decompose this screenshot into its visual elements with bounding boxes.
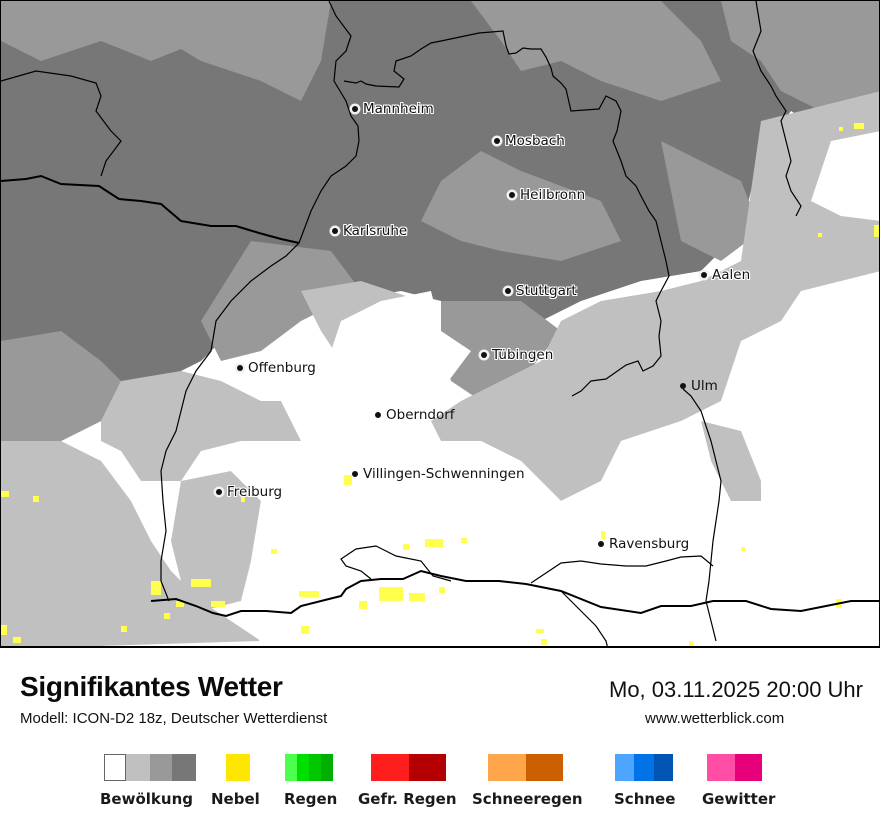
legend-swatch-gewitter — [707, 754, 762, 781]
city-mannheim: Mannheim — [352, 101, 434, 117]
city-ravensburg: Ravensburg — [598, 536, 689, 552]
city-freiburg: Freiburg — [216, 484, 282, 500]
cloud-layer-clear — [281, 131, 879, 461]
map-title: Signifikantes Wetter — [20, 671, 283, 702]
city-marker-icon — [481, 352, 487, 358]
city-mosbach: Mosbach — [494, 133, 565, 149]
city-karlsruhe: Karlsruhe — [332, 223, 407, 239]
legend-swatch-nebel — [226, 754, 250, 781]
legend-label-schneeregen: Schneeregen — [472, 790, 583, 808]
fog-patches — [1, 123, 879, 646]
city-offenburg: Offenburg — [237, 360, 316, 376]
city-stuttgart: Stuttgart — [505, 283, 577, 299]
map-layers — [1, 1, 879, 646]
legend-swatch-bewoelkung — [104, 754, 196, 781]
city-marker-icon — [494, 138, 500, 144]
city-marker-icon — [237, 365, 243, 371]
city-marker-icon — [680, 383, 686, 389]
city-oberndorf: Oberndorf — [375, 407, 455, 423]
legend-swatch-regen — [285, 754, 333, 781]
city-aalen: Aalen — [701, 267, 750, 283]
city-marker-icon — [701, 272, 707, 278]
legend-swatch-schneeregen — [488, 754, 563, 781]
legend-label-nebel: Nebel — [211, 790, 260, 808]
legend-label-regen: Regen — [284, 790, 338, 808]
legend-label-schnee: Schnee — [614, 790, 676, 808]
cloud-layer-clear-south — [231, 382, 879, 646]
city-label: Heilbronn — [520, 187, 586, 203]
border-lines — [1, 1, 879, 646]
city-marker-icon — [352, 106, 358, 112]
cloud-layer-light — [1, 91, 879, 646]
city-label: Mosbach — [505, 133, 565, 149]
city-label: Villingen-Schwenningen — [363, 466, 525, 482]
legend-swatch-schnee — [615, 754, 673, 781]
city-marker-icon — [509, 192, 515, 198]
city-ulm: Ulm — [680, 378, 718, 394]
weather-map: Mannheim Mosbach Heilbronn Karlsruhe Aal… — [0, 0, 880, 648]
legend-swatch-gefr-regen — [371, 754, 446, 781]
city-heilbronn: Heilbronn — [509, 187, 585, 203]
city-label: Offenburg — [248, 360, 316, 376]
city-villingen-schwenningen: Villingen-Schwenningen — [352, 466, 525, 482]
city-label: Stuttgart — [516, 283, 577, 299]
city-marker-icon — [375, 412, 381, 418]
city-marker-icon — [598, 541, 604, 547]
city-marker-icon — [505, 288, 511, 294]
city-label: Ravensburg — [609, 536, 690, 552]
website-link[interactable]: www.wetterblick.com — [645, 710, 785, 727]
legend-label-bewoelkung: Bewölkung — [100, 790, 193, 808]
city-label: Ulm — [691, 378, 718, 394]
legend-label-gefr-regen: Gefr. Regen — [358, 790, 457, 808]
city-tuebingen: Tübingen — [481, 347, 553, 363]
city-label: Tübingen — [492, 347, 554, 363]
legend-label-gewitter: Gewitter — [702, 790, 776, 808]
city-marker-icon — [216, 489, 222, 495]
city-label: Aalen — [712, 267, 751, 283]
city-marker-icon — [352, 471, 358, 477]
cloud-layer-medium — [1, 1, 879, 441]
city-marker-icon — [332, 228, 338, 234]
city-label: Karlsruhe — [343, 223, 408, 239]
city-label: Mannheim — [363, 101, 434, 117]
model-info: Modell: ICON-D2 18z, Deutscher Wetterdie… — [20, 710, 328, 727]
city-label: Freiburg — [227, 484, 283, 500]
forecast-datetime: Mo, 03.11.2025 20:00 Uhr — [609, 677, 863, 702]
city-label: Oberndorf — [386, 407, 455, 423]
